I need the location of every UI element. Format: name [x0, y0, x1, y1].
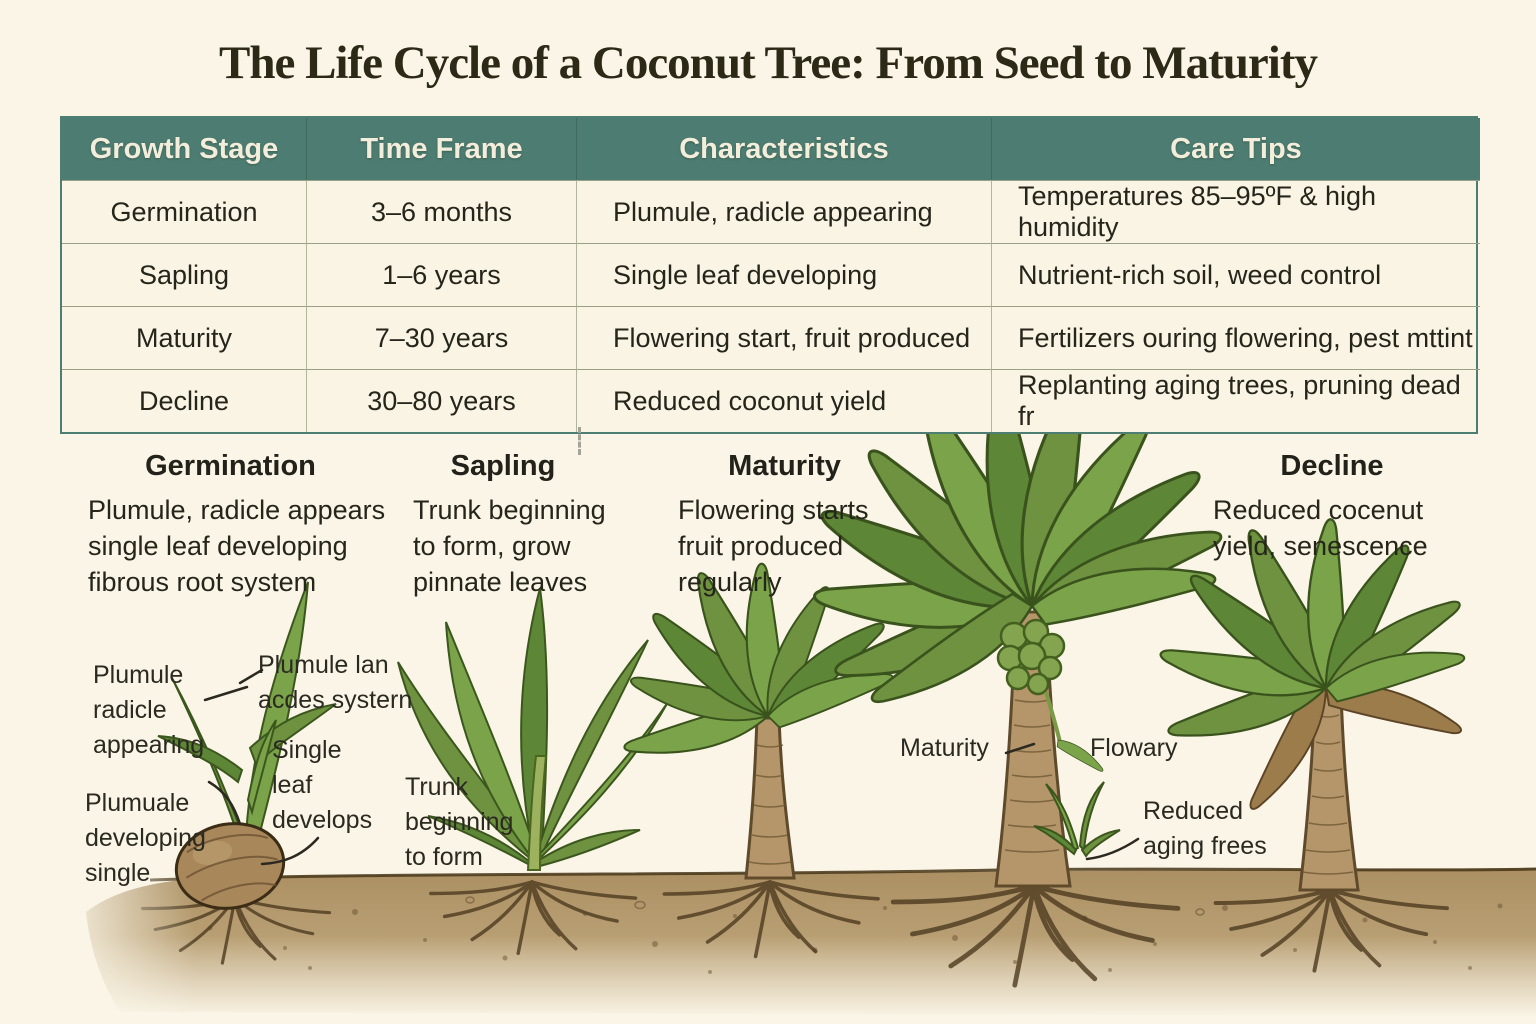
table-cell: Single leaf developing [577, 243, 992, 306]
soil-band [50, 858, 1536, 1020]
stage-heading-maturity: Maturity [728, 450, 841, 482]
soil-speckles [207, 903, 1503, 974]
page-title: The Life Cycle of a Coconut Tree: From S… [218, 37, 1318, 89]
stage-heading-germination: Germination [145, 450, 316, 482]
annotation-single-leaf: Single leaf develops [272, 736, 373, 834]
column-header-time-frame: Time Frame [307, 118, 577, 180]
table-cell: Nutrient-rich soil, weed control [992, 243, 1480, 306]
table-cell: 7–30 years [307, 306, 577, 369]
table-cell: Sapling [62, 243, 307, 306]
table-cell: Germination [62, 180, 307, 243]
table-cell: 30–80 years [307, 369, 577, 432]
annotation-plumuale: Plumuale developing single [85, 789, 206, 887]
table-cell: 3–6 months [307, 180, 577, 243]
table-cell: Fertilizers ouring flowering, pest mttin… [992, 306, 1480, 369]
column-header-growth-stage: Growth Stage [62, 118, 307, 180]
annotation-flowary: Flowary [1090, 734, 1178, 762]
table-cell: Reduced coconut yield [577, 369, 992, 432]
table-cell: Temperatures 85–95ºF & high humidity [992, 180, 1480, 243]
stage-heading-decline: Decline [1280, 450, 1384, 482]
table-cell: Plumule, radicle appearing [577, 180, 992, 243]
table-cell: Decline [62, 369, 307, 432]
coconut-cluster [996, 618, 1066, 696]
annotation-reduced-aging: Reduced aging frees [1143, 797, 1267, 860]
table-cell: Maturity [62, 306, 307, 369]
annotation-trunk-forming: Trunk beginning to form [405, 773, 514, 871]
column-header-care-tips: Care Tips [992, 118, 1480, 180]
table-cell: Replanting aging trees, pruning dead fr [992, 369, 1480, 432]
column-header-characteristics: Characteristics [577, 118, 992, 180]
stage-description-sapling: Trunk beginning to form, grow pinnate le… [413, 495, 606, 597]
stage-description-decline: Reduced cocenut yield, senescence [1213, 495, 1428, 561]
stage-heading-sapling: Sapling [450, 450, 556, 482]
annotation-plumule-radicle: Plumule radicle appearing [93, 661, 205, 759]
table-cell: 1–6 years [307, 243, 577, 306]
annotation-maturity: Maturity [900, 734, 989, 762]
growth-table: Growth Stage Time Frame Characteristics … [60, 116, 1480, 434]
young-palm-illustration [622, 561, 904, 880]
stage-description-germination: Plumule, radicle appears single leaf dev… [88, 495, 386, 597]
table-cell: Flowering start, fruit produced [577, 306, 992, 369]
column-divider-remnant [578, 427, 581, 455]
small-sprout-illustration [1033, 781, 1121, 858]
annotation-plumule-lan: Plumule lan acdes systern [258, 651, 413, 714]
stage-description-maturity: Flowering starts fruit produced regularl… [678, 495, 869, 597]
